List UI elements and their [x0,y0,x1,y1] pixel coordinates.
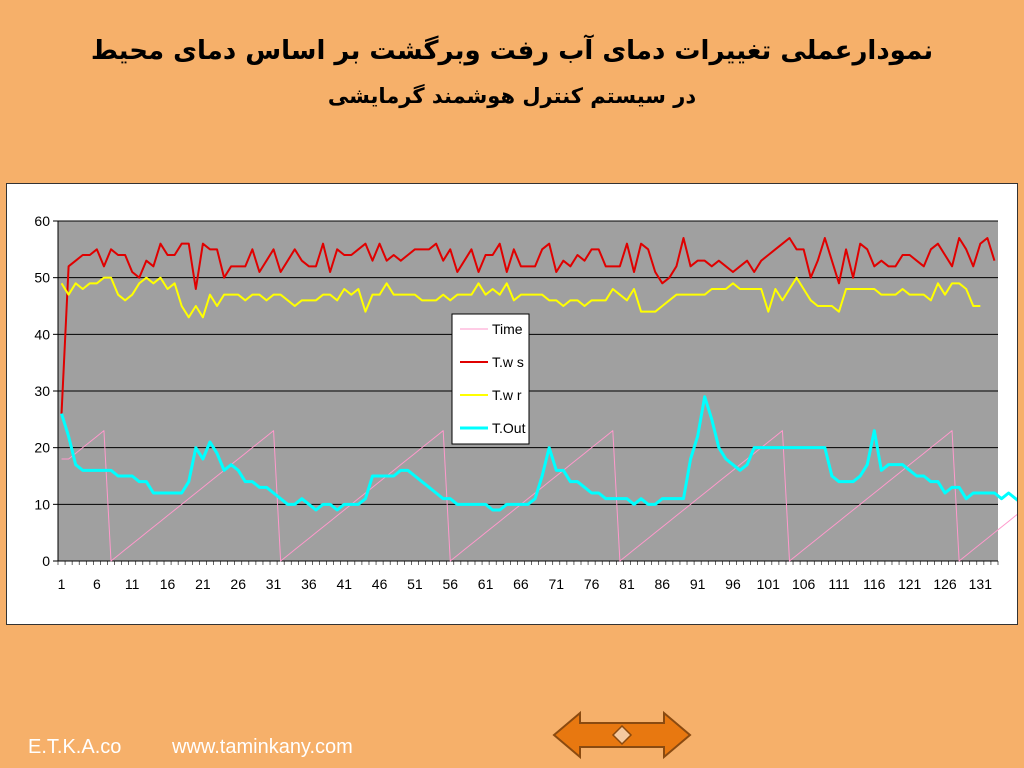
y-tick-label: 30 [34,383,50,399]
slide-title-line2: در سیستم کنترل هوشمند گرمایشی [327,84,697,108]
series-line-t-w-r [60,276,981,319]
x-tick-label: 6 [93,576,101,592]
double-arrow-icon[interactable] [552,710,692,760]
x-tick-label: 36 [301,576,317,592]
x-tick-label: 11 [125,576,140,592]
diamond-center-icon [611,724,633,746]
x-tick-label: 1 [58,576,66,592]
y-tick-label: 0 [42,553,50,569]
legend-box [451,313,530,445]
x-tick-label: 46 [372,576,388,592]
x-tick-label: 21 [195,576,211,592]
x-tick-label: 121 [898,576,922,592]
legend-label: T.w s [492,354,524,370]
footer-company: E.T.K.A.co [28,736,122,758]
x-tick-label: 76 [584,576,600,592]
x-tick-label: 106 [792,576,816,592]
legend-label: T.w r [492,387,522,403]
legend-label: Time [492,321,523,337]
x-tick-label: 111 [828,576,849,592]
y-tick-label: 20 [34,440,50,456]
chart-legend: Time T.w s T.w r T.Out [451,313,530,445]
x-tick-label: 66 [513,576,529,592]
x-tick-label: 51 [407,576,423,592]
x-tick-label: 71 [548,576,564,592]
x-tick-label: 86 [654,576,670,592]
x-tick-label: 16 [160,576,176,592]
x-tick-label: 116 [863,576,886,592]
x-tick-label: 56 [442,576,458,592]
x-tick-label: 26 [230,576,246,592]
slide-title-line1: نمودارعملی تغییرات دمای آب رفت وبرگشت بر… [90,36,934,66]
x-tick-label: 61 [478,576,494,592]
y-tick-label: 10 [34,496,50,512]
series-line-time [61,430,1017,562]
x-tick-label: 41 [336,576,352,592]
x-tick-label: 81 [619,576,635,592]
y-tick-label: 50 [34,270,50,286]
x-tick-label: 126 [933,576,957,592]
y-tick-label: 60 [34,213,50,229]
footer-url[interactable]: www.taminkany.com [172,736,353,758]
x-tick-label: 96 [725,576,741,592]
x-tick-label: 101 [757,576,781,592]
chart-frame: 0 10 20 30 40 50 60 1 6 11 16 21 26 31 36 41 46 51 56 61 66 7… [6,183,1018,625]
y-tick-label: 40 [34,326,50,342]
x-tick-label: 91 [690,576,706,592]
x-tick-label: 31 [266,576,282,592]
series-line-t-w-s [60,237,996,414]
legend-label: T.Out [492,420,526,436]
series-line-t-out [60,395,1017,512]
x-tick-label: 131 [969,576,993,592]
